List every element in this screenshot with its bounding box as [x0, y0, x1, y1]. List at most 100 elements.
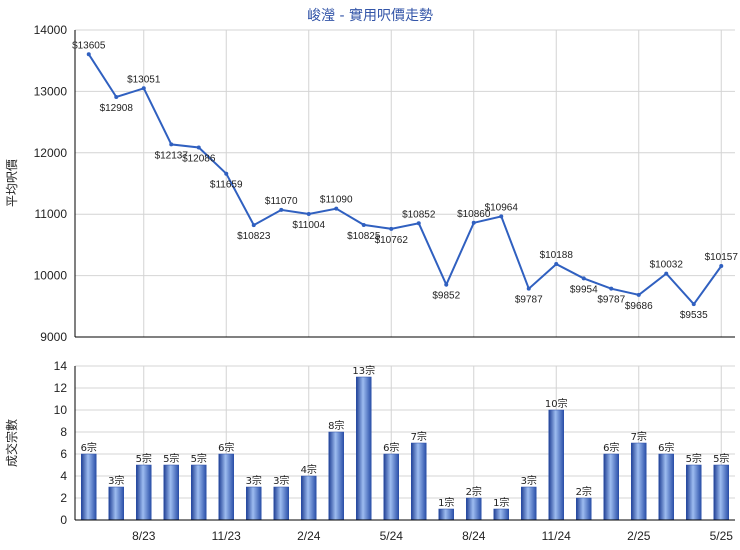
price-data-label: $11004 [292, 220, 325, 231]
price-point [361, 222, 366, 227]
price-gridlines [75, 29, 735, 338]
price-point [224, 171, 229, 176]
volume-data-label: 10宗 [545, 397, 568, 410]
volume-data-label: 2宗 [576, 485, 592, 498]
volume-x-tick: 2/24 [297, 529, 321, 543]
volume-data-label: 2宗 [466, 485, 482, 498]
volume-axes [74, 366, 735, 521]
volume-data-label: 1宗 [438, 496, 454, 509]
price-point [636, 292, 641, 297]
price-data-label: $11090 [320, 195, 353, 206]
volume-data-label: 6宗 [218, 441, 234, 454]
price-point [581, 276, 586, 281]
volume-bar [658, 453, 674, 521]
price-axes [74, 30, 735, 338]
price-data-label: $9535 [680, 310, 708, 321]
volume-bar [548, 409, 564, 521]
volume-data-label: 3宗 [108, 474, 124, 487]
price-data-label: $12086 [182, 154, 216, 165]
volume-data-label: 3宗 [246, 474, 262, 487]
volume-data-label: 6宗 [81, 441, 97, 454]
price-point [526, 286, 531, 291]
volume-bar [108, 486, 124, 521]
volume-data-label: 6宗 [603, 441, 619, 454]
volume-data-label: 7宗 [631, 430, 647, 443]
price-point [499, 214, 504, 219]
volume-bar [576, 497, 592, 521]
volume-panel: 14 12 10 8 6 4 2 0 8/23 11/23 2/24 5/24 8/24 11/24 2/… [4, 359, 735, 543]
price-data-label: $10157 [705, 252, 739, 263]
volume-bar [136, 464, 152, 521]
volume-bar [273, 486, 289, 521]
price-y-axis-label: 平均呎價 [5, 159, 19, 207]
price-y-ticks: 14000 13000 12000 11000 10000 9000 [34, 23, 68, 344]
chart-title: 峻瀅 - 實用呎價走勢 [307, 7, 433, 24]
volume-bar [246, 486, 262, 521]
price-data-label: $9954 [570, 284, 598, 295]
price-data-label: $10823 [237, 231, 271, 242]
price-data-label: $12908 [100, 103, 134, 114]
price-point [554, 262, 559, 267]
volume-y-tick: 6 [60, 447, 67, 461]
volume-bar [163, 464, 179, 521]
volume-x-tick: 8/24 [462, 529, 486, 543]
price-point [141, 86, 146, 91]
price-point [416, 221, 421, 226]
volume-data-label: 5宗 [136, 452, 152, 465]
price-point [169, 142, 174, 147]
volume-bar [493, 508, 509, 521]
price-point [389, 226, 394, 231]
price-point [334, 206, 339, 211]
volume-data-label: 5宗 [713, 452, 729, 465]
volume-x-tick: 5/24 [380, 529, 404, 543]
price-y-tick: 13000 [34, 84, 68, 98]
price-point [664, 271, 669, 276]
volume-bars [81, 376, 729, 521]
volume-bar [301, 475, 317, 521]
volume-bar [383, 453, 399, 521]
volume-bar [603, 453, 619, 521]
volume-y-tick: 10 [54, 403, 68, 417]
volume-data-label: 1宗 [493, 496, 509, 509]
volume-bar [356, 376, 372, 521]
volume-bar [686, 464, 702, 521]
volume-x-tick: 11/24 [542, 529, 571, 543]
volume-x-tick: 5/25 [710, 529, 734, 543]
price-data-label: $10964 [485, 202, 519, 213]
volume-bar [466, 497, 482, 521]
volume-bar [411, 442, 427, 521]
price-data-label: $10762 [375, 235, 409, 246]
volume-data-label: 5宗 [163, 452, 179, 465]
price-point [471, 220, 476, 225]
volume-bar [713, 464, 729, 521]
volume-y-axis-label: 成交宗數 [4, 419, 19, 467]
price-data-labels: $13605 $12908 $13051 $12137$12086 $11659 $108… [72, 40, 738, 321]
volume-data-label: 3宗 [273, 474, 289, 487]
price-data-label: $13605 [72, 40, 106, 51]
price-point [609, 286, 614, 291]
price-data-label: $11659 [210, 180, 243, 191]
volume-data-label: 13宗 [352, 364, 375, 377]
price-data-label: $10860 [457, 209, 491, 220]
price-data-label: $10032 [650, 260, 684, 271]
volume-data-label: 3宗 [521, 474, 537, 487]
price-point [86, 52, 91, 57]
price-y-tick: 11000 [35, 207, 68, 221]
price-data-label: $12137 [155, 150, 189, 161]
volume-data-label: 4宗 [301, 463, 317, 476]
price-y-tick: 14000 [34, 23, 68, 37]
price-point [251, 223, 256, 228]
volume-data-label: 6宗 [658, 441, 674, 454]
price-data-label: $9852 [432, 291, 460, 302]
price-data-label: $9787 [515, 295, 543, 306]
volume-bar [191, 464, 207, 521]
volume-y-tick: 4 [60, 469, 67, 483]
volume-data-label: 7宗 [411, 430, 427, 443]
volume-data-label: 8宗 [328, 419, 344, 432]
volume-x-tick: 11/23 [212, 529, 241, 543]
volume-x-ticks: 8/23 11/23 2/24 5/24 8/24 11/24 2/25 5/25 [132, 529, 733, 543]
price-data-label: $11070 [265, 196, 298, 207]
volume-y-tick: 2 [60, 491, 67, 505]
price-panel: 14000 13000 12000 11000 10000 9000 平均呎價 $1360… [5, 23, 738, 344]
volume-bar [631, 442, 647, 521]
